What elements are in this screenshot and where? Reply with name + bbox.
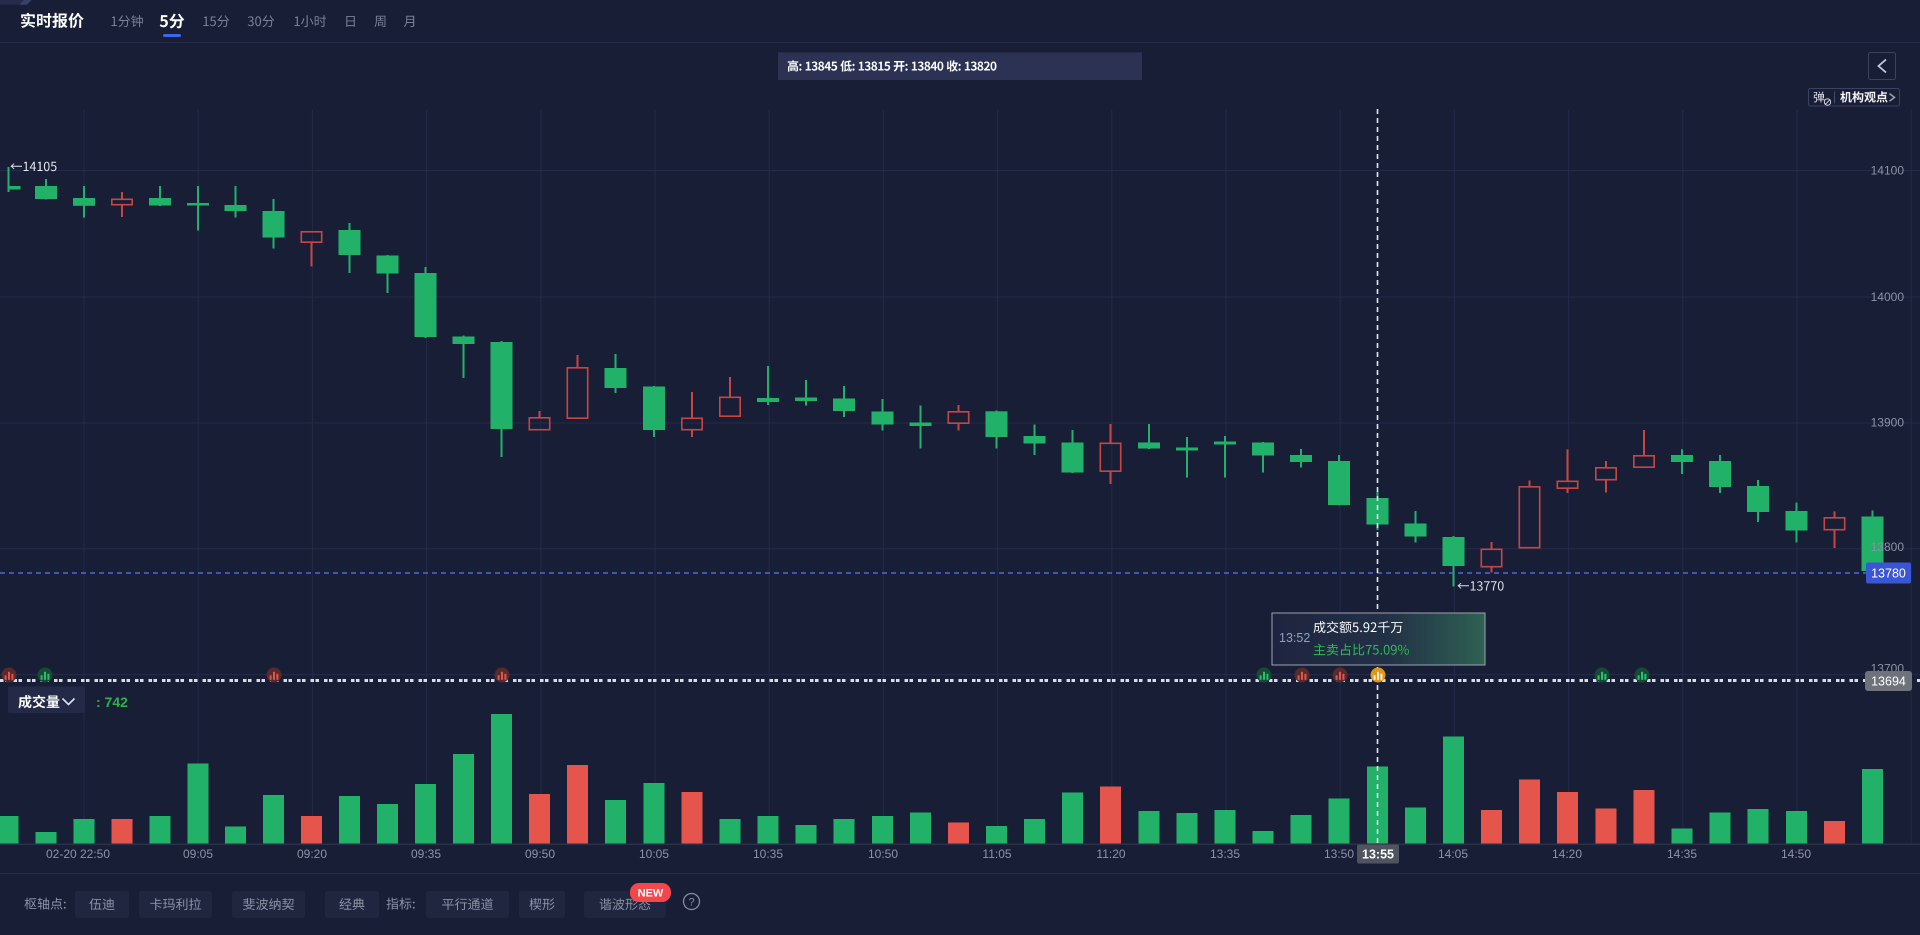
svg-text:13780: 13780 (1871, 567, 1906, 581)
svg-text:14:50: 14:50 (1781, 847, 1811, 861)
svg-text:13:55: 13:55 (1362, 848, 1394, 862)
svg-text:11:20: 11:20 (1096, 847, 1125, 861)
svg-text:09:20: 09:20 (297, 847, 327, 861)
svg-text:13694: 13694 (1871, 675, 1906, 689)
svg-text:13:35: 13:35 (1210, 847, 1240, 861)
svg-text:NEW: NEW (638, 888, 664, 900)
svg-text:14:20: 14:20 (1552, 847, 1582, 861)
svg-text:14000: 14000 (1871, 290, 1905, 304)
svg-text:10:05: 10:05 (639, 847, 669, 861)
svg-text:10:50: 10:50 (868, 847, 898, 861)
svg-text:02-20 22:50: 02-20 22:50 (46, 847, 110, 861)
svg-text:: 742: : 742 (96, 694, 128, 710)
svg-text:13900: 13900 (1871, 416, 1905, 430)
svg-text:09:05: 09:05 (183, 847, 213, 861)
svg-text:13:50: 13:50 (1324, 847, 1354, 861)
svg-text:14:35: 14:35 (1667, 847, 1697, 861)
svg-text:13:52: 13:52 (1279, 631, 1310, 645)
svg-text:14:05: 14:05 (1438, 847, 1468, 861)
svg-text:10:35: 10:35 (753, 847, 783, 861)
svg-text:13800: 13800 (1871, 540, 1905, 554)
svg-text:11:05: 11:05 (982, 847, 1011, 861)
svg-text:09:50: 09:50 (525, 847, 555, 861)
svg-text:14100: 14100 (1871, 164, 1905, 178)
svg-text:?: ? (688, 897, 694, 909)
svg-text:09:35: 09:35 (411, 847, 441, 861)
